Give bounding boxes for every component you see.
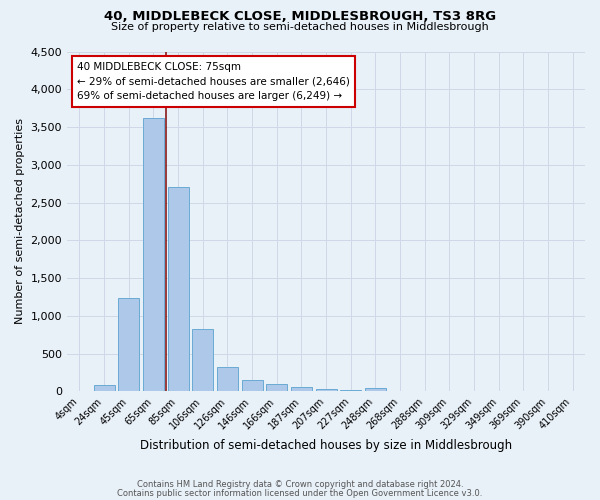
Text: 40, MIDDLEBECK CLOSE, MIDDLESBROUGH, TS3 8RG: 40, MIDDLEBECK CLOSE, MIDDLESBROUGH, TS3… bbox=[104, 10, 496, 23]
X-axis label: Distribution of semi-detached houses by size in Middlesbrough: Distribution of semi-detached houses by … bbox=[140, 440, 512, 452]
Bar bbox=[217, 367, 238, 392]
Text: Contains public sector information licensed under the Open Government Licence v3: Contains public sector information licen… bbox=[118, 488, 482, 498]
Bar bbox=[266, 384, 287, 392]
Bar bbox=[291, 387, 312, 392]
Bar bbox=[143, 118, 164, 392]
Bar bbox=[365, 388, 386, 392]
Bar bbox=[242, 380, 263, 392]
Text: Contains HM Land Registry data © Crown copyright and database right 2024.: Contains HM Land Registry data © Crown c… bbox=[137, 480, 463, 489]
Bar bbox=[167, 188, 188, 392]
Bar bbox=[118, 298, 139, 392]
Text: 40 MIDDLEBECK CLOSE: 75sqm
← 29% of semi-detached houses are smaller (2,646)
69%: 40 MIDDLEBECK CLOSE: 75sqm ← 29% of semi… bbox=[77, 62, 350, 102]
Bar bbox=[316, 389, 337, 392]
Text: Size of property relative to semi-detached houses in Middlesbrough: Size of property relative to semi-detach… bbox=[111, 22, 489, 32]
Bar bbox=[94, 384, 115, 392]
Bar bbox=[340, 390, 361, 392]
Bar bbox=[192, 328, 213, 392]
Y-axis label: Number of semi-detached properties: Number of semi-detached properties bbox=[15, 118, 25, 324]
